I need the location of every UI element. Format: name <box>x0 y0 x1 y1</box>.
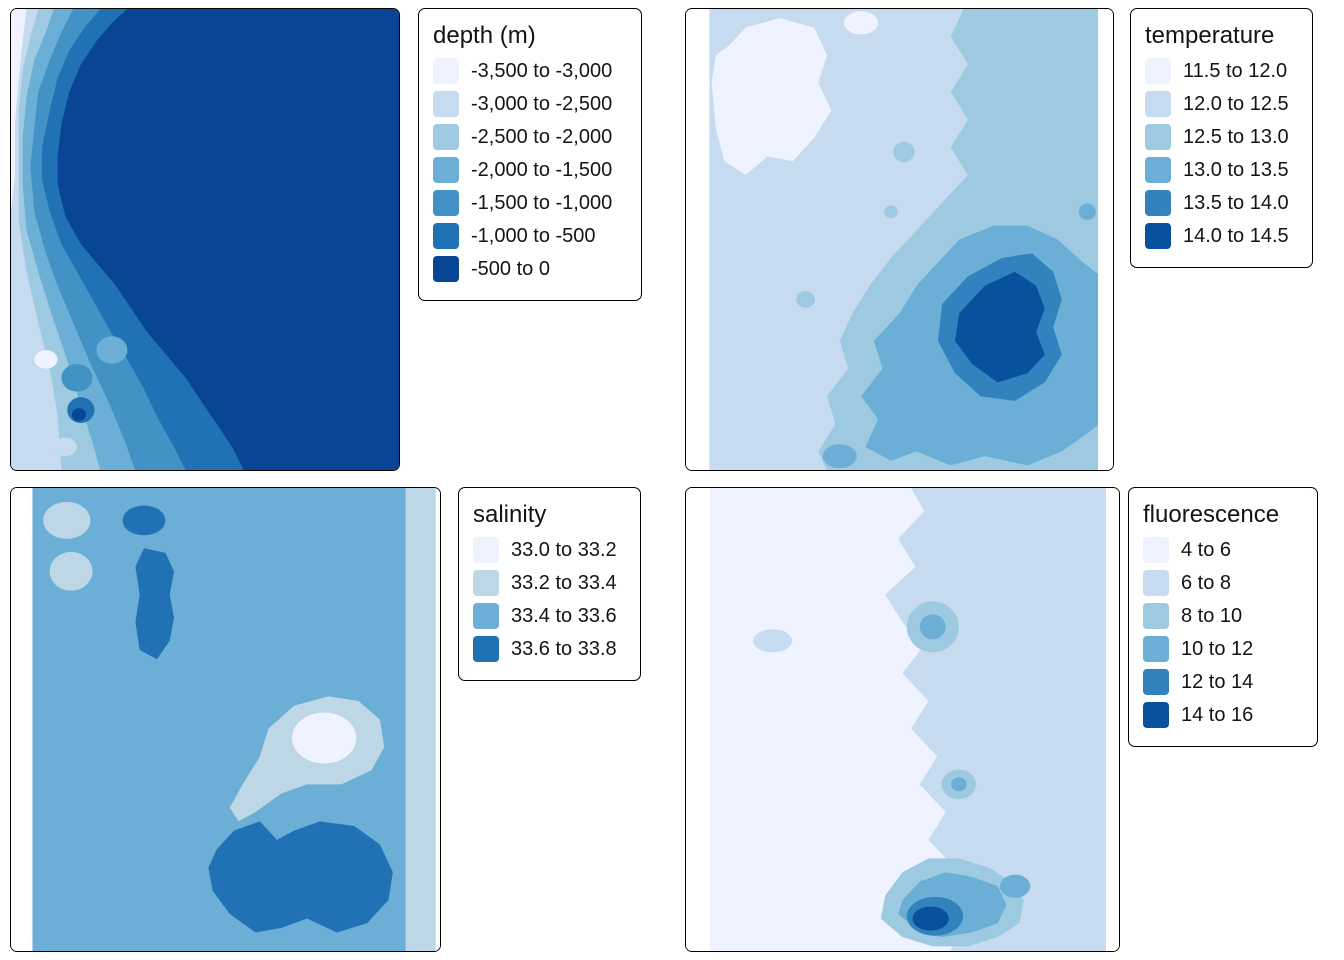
legend-swatch <box>473 603 499 629</box>
legend-entry: 8 to 10 <box>1143 602 1303 630</box>
legend-swatch <box>1145 124 1171 150</box>
legend-entry: 4 to 6 <box>1143 536 1303 564</box>
legend-swatch <box>1143 669 1169 695</box>
legend-swatch <box>433 157 459 183</box>
legend-entries-salinity: 33.0 to 33.2 33.2 to 33.4 33.4 to 33.6 33.6… <box>473 536 626 663</box>
legend-swatch <box>433 124 459 150</box>
legend-label: 14 to 16 <box>1181 703 1254 726</box>
legend-label: 12.0 to 12.5 <box>1183 92 1289 115</box>
legend-swatch <box>433 91 459 117</box>
legend-title-depth: depth (m) <box>433 22 536 49</box>
map-fluorescence <box>685 487 1120 952</box>
legend-label: 12.5 to 13.0 <box>1183 125 1289 148</box>
legend-label: 14.0 to 14.5 <box>1183 224 1289 247</box>
legend-swatch <box>1145 223 1171 249</box>
legend-entry: -2,500 to -2,000 <box>433 123 627 151</box>
legend-title-salinity: salinity <box>473 501 547 528</box>
raster-surface <box>11 488 440 951</box>
legend-swatch <box>1145 157 1171 183</box>
legend-label: -3,500 to -3,000 <box>471 59 613 82</box>
legend-label: 8 to 10 <box>1181 604 1243 627</box>
legend-label: -1,500 to -1,000 <box>471 191 613 214</box>
legend-swatch <box>1143 570 1169 596</box>
legend-entry: 12.5 to 13.0 <box>1145 123 1298 151</box>
legend-label: 6 to 8 <box>1181 571 1232 594</box>
legend-entries-temperature: 11.5 to 12.0 12.0 to 12.5 12.5 to 13.0 13.0… <box>1145 57 1298 250</box>
legend-swatch <box>1145 190 1171 216</box>
legend-title-temperature: temperature <box>1145 22 1275 49</box>
legend-label: 33.6 to 33.8 <box>511 637 617 660</box>
legend-swatch <box>433 256 459 282</box>
legend-swatch <box>433 190 459 216</box>
legend-label: 4 to 6 <box>1181 538 1232 561</box>
map-depth <box>10 8 400 471</box>
raster-surface <box>11 9 399 470</box>
legend-label: 13.0 to 13.5 <box>1183 158 1289 181</box>
legend-entry: -1,500 to -1,000 <box>433 189 627 217</box>
legend-swatch <box>1143 603 1169 629</box>
legend-swatch <box>473 636 499 662</box>
legend-title-fluorescence: fluorescence <box>1143 501 1280 528</box>
legend-swatch <box>1143 537 1169 563</box>
legend-entry: 33.0 to 33.2 <box>473 536 626 564</box>
legend-swatch <box>1143 702 1169 728</box>
raster-surface <box>686 9 1113 470</box>
legend-entry: 11.5 to 12.0 <box>1145 57 1298 85</box>
legend-swatch <box>473 537 499 563</box>
legend-entry: -2,000 to -1,500 <box>433 156 627 184</box>
map-temperature <box>685 8 1114 471</box>
legend-swatch <box>1143 636 1169 662</box>
legend-entries-depth: -3,500 to -3,000 -3,000 to -2,500 -2,500 t… <box>433 57 627 283</box>
legend-entry: 12.0 to 12.5 <box>1145 90 1298 118</box>
legend-entry: 33.6 to 33.8 <box>473 635 626 663</box>
legend-label: -500 to 0 <box>471 257 550 280</box>
legend-label: 10 to 12 <box>1181 637 1254 660</box>
legend-label: 11.5 to 12.0 <box>1183 59 1288 82</box>
legend-entries-fluorescence: 4 to 6 6 to 8 8 to 10 10 to 12 12 to 14 14 to… <box>1143 536 1303 729</box>
legend-temperature: temperature 11.5 to 12.0 12.0 to 12.5 12.5… <box>1130 8 1313 268</box>
legend-swatch <box>1145 58 1171 84</box>
legend-entry: 33.4 to 33.6 <box>473 602 626 630</box>
legend-entry: 13.0 to 13.5 <box>1145 156 1298 184</box>
legend-swatch <box>1145 91 1171 117</box>
legend-entry: -1,000 to -500 <box>433 222 627 250</box>
legend-label: 13.5 to 14.0 <box>1183 191 1289 214</box>
legend-entry: 33.2 to 33.4 <box>473 569 626 597</box>
map-salinity <box>10 487 441 952</box>
legend-entry: 14.0 to 14.5 <box>1145 222 1298 250</box>
legend-label: 33.0 to 33.2 <box>511 538 617 561</box>
legend-label: -2,500 to -2,000 <box>471 125 613 148</box>
legend-label: 12 to 14 <box>1181 670 1254 693</box>
raster-surface <box>686 488 1119 951</box>
legend-label: -3,000 to -2,500 <box>471 92 613 115</box>
legend-entry: -500 to 0 <box>433 255 627 283</box>
legend-label: -2,000 to -1,500 <box>471 158 613 181</box>
legend-entry: 6 to 8 <box>1143 569 1303 597</box>
legend-entry: -3,500 to -3,000 <box>433 57 627 85</box>
legend-salinity: salinity 33.0 to 33.2 33.2 to 33.4 33.4 to… <box>458 487 641 681</box>
legend-entry: 12 to 14 <box>1143 668 1303 696</box>
legend-entry: -3,000 to -2,500 <box>433 90 627 118</box>
legend-swatch <box>433 223 459 249</box>
legend-swatch <box>433 58 459 84</box>
legend-fluorescence: fluorescence 4 to 6 6 to 8 8 to 10 10 to 12… <box>1128 487 1318 747</box>
legend-swatch <box>473 570 499 596</box>
legend-depth: depth (m) -3,500 to -3,000 -3,000 to -2,5… <box>418 8 642 301</box>
legend-entry: 10 to 12 <box>1143 635 1303 663</box>
legend-entry: 14 to 16 <box>1143 701 1303 729</box>
legend-label: 33.4 to 33.6 <box>511 604 617 627</box>
legend-entry: 13.5 to 14.0 <box>1145 189 1298 217</box>
legend-label: 33.2 to 33.4 <box>511 571 617 594</box>
legend-label: -1,000 to -500 <box>471 224 596 247</box>
